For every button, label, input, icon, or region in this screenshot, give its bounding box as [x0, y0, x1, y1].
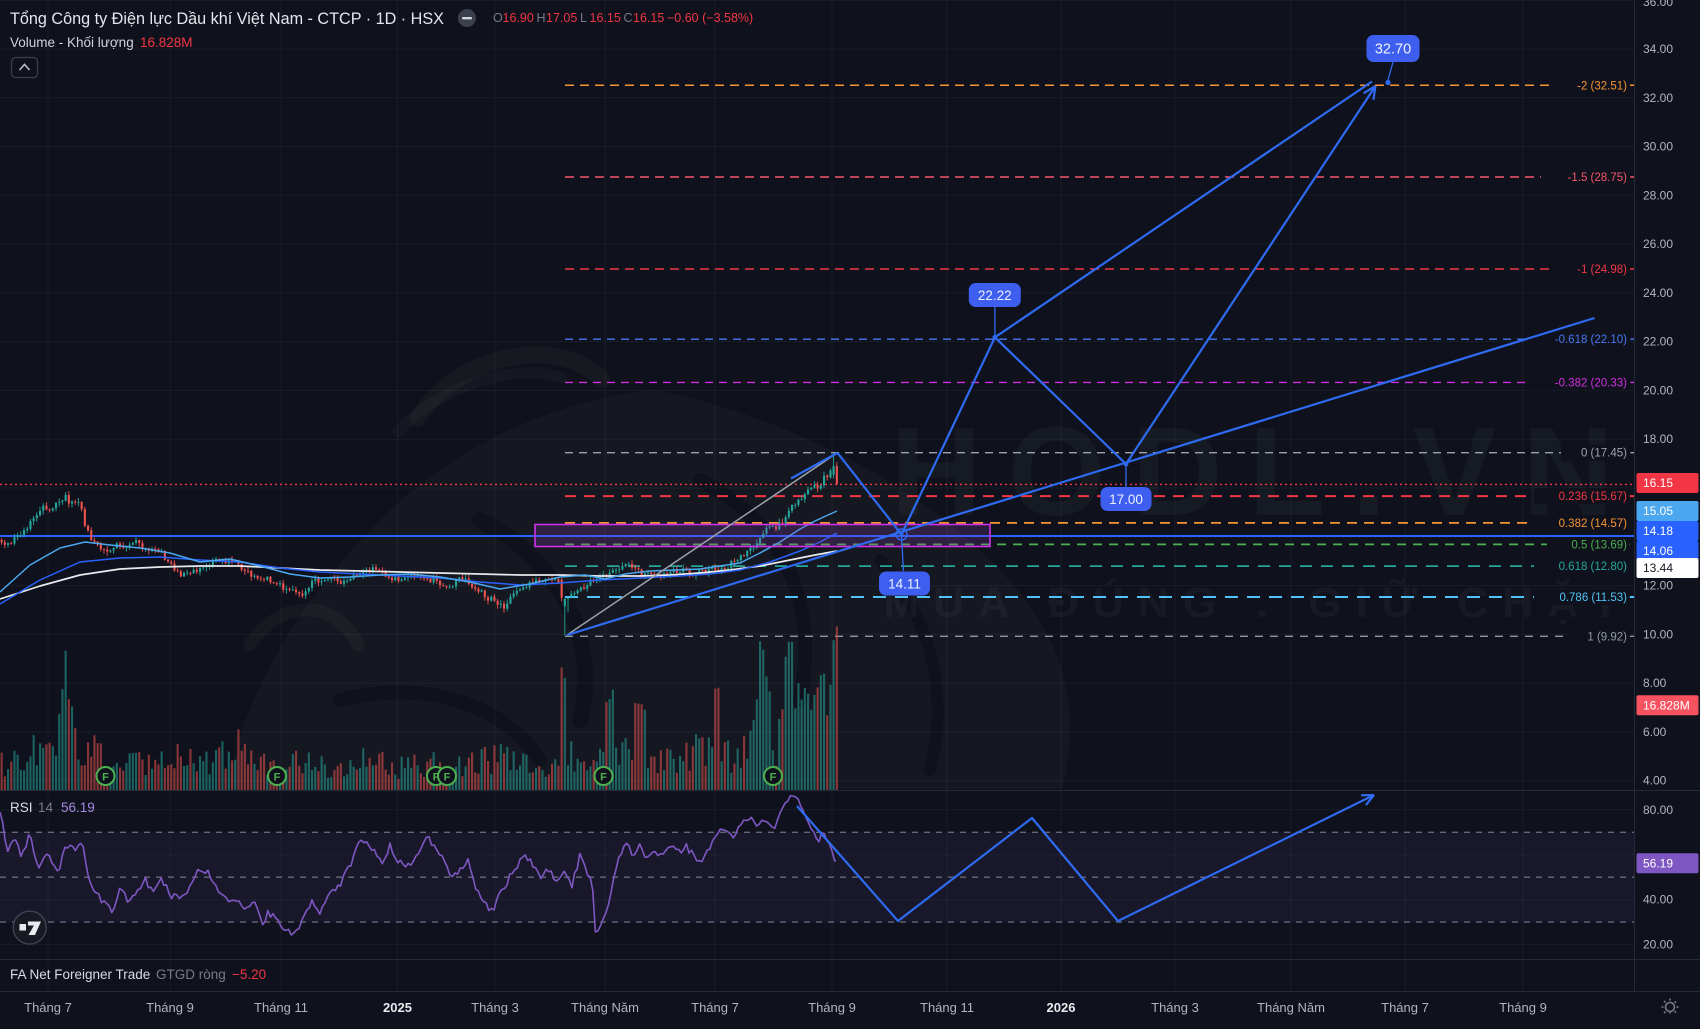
- svg-text:Tháng 3: Tháng 3: [471, 1000, 519, 1015]
- svg-text:16.15: 16.15: [1643, 476, 1673, 490]
- svg-text:40.00: 40.00: [1643, 893, 1673, 907]
- svg-text:16.15: 16.15: [590, 11, 621, 25]
- svg-text:L: L: [580, 11, 587, 25]
- svg-text:22.00: 22.00: [1643, 335, 1673, 349]
- svg-text:Tháng 11: Tháng 11: [920, 1000, 974, 1015]
- svg-text:Volume - Khối lượng: Volume - Khối lượng: [10, 35, 134, 50]
- svg-text:0.382 (14.57): 0.382 (14.57): [1559, 518, 1628, 530]
- svg-text:Tổng Công ty Điện lực Dầu khí: Tổng Công ty Điện lực Dầu khí Việt Nam -…: [10, 10, 444, 28]
- svg-text:GTGD ròng: GTGD ròng: [156, 967, 226, 982]
- svg-text:FA Net Foreigner Trade: FA Net Foreigner Trade: [10, 967, 150, 982]
- svg-text:22.22: 22.22: [978, 288, 1012, 303]
- svg-text:14.18: 14.18: [1643, 524, 1673, 538]
- svg-text:32.00: 32.00: [1643, 91, 1673, 105]
- svg-text:14: 14: [38, 800, 54, 815]
- svg-text:Tháng 11: Tháng 11: [254, 1000, 308, 1015]
- svg-text:O: O: [493, 11, 503, 25]
- svg-text:26.00: 26.00: [1643, 237, 1673, 251]
- svg-text:-1 (24.98): -1 (24.98): [1577, 264, 1627, 276]
- svg-text:Tháng 7: Tháng 7: [24, 1000, 72, 1015]
- svg-text:0.236 (15.67): 0.236 (15.67): [1559, 491, 1628, 503]
- svg-text:0.786 (11.53): 0.786 (11.53): [1559, 592, 1627, 604]
- svg-text:10.00: 10.00: [1643, 627, 1673, 641]
- svg-text:F: F: [102, 772, 109, 784]
- svg-text:56.19: 56.19: [61, 800, 95, 815]
- svg-text:MUA ĐÚNG . GIỮ CHẶT: MUA ĐÚNG . GIỮ CHẶT: [883, 578, 1632, 627]
- svg-text:-1.5 (28.75): -1.5 (28.75): [1568, 172, 1628, 184]
- svg-text:-2 (32.51): -2 (32.51): [1577, 80, 1627, 92]
- svg-text:Tháng 9: Tháng 9: [1499, 1000, 1547, 1015]
- svg-text:20.00: 20.00: [1643, 938, 1673, 952]
- svg-text:Tháng 7: Tháng 7: [691, 1000, 739, 1015]
- svg-text:Tháng 7: Tháng 7: [1381, 1000, 1429, 1015]
- svg-text:32.70: 32.70: [1375, 42, 1411, 58]
- svg-text:17.00: 17.00: [1109, 492, 1143, 507]
- svg-text:16.90: 16.90: [503, 11, 534, 25]
- svg-text:RSI: RSI: [10, 800, 33, 815]
- svg-text:Tháng 9: Tháng 9: [146, 1000, 194, 1015]
- svg-text:56.19: 56.19: [1643, 856, 1673, 870]
- svg-text:17.05: 17.05: [546, 11, 577, 25]
- svg-text:28.00: 28.00: [1643, 188, 1673, 202]
- svg-text:24.00: 24.00: [1643, 286, 1673, 300]
- svg-text:C: C: [624, 11, 633, 25]
- svg-text:12.00: 12.00: [1643, 579, 1673, 593]
- svg-text:8.00: 8.00: [1643, 676, 1667, 690]
- svg-text:13.44: 13.44: [1643, 561, 1673, 575]
- svg-text:-0.618 (22.10): -0.618 (22.10): [1555, 334, 1627, 346]
- svg-text:HODL.VN: HODL.VN: [891, 401, 1640, 542]
- svg-text:Tháng Năm: Tháng Năm: [571, 1000, 639, 1015]
- svg-text:14.06: 14.06: [1643, 544, 1673, 558]
- svg-text:15.05: 15.05: [1643, 504, 1673, 518]
- svg-text:80.00: 80.00: [1643, 803, 1673, 817]
- svg-text:18.00: 18.00: [1643, 432, 1673, 446]
- svg-text:34.00: 34.00: [1643, 42, 1673, 56]
- svg-text:−0.60 (−3.58%): −0.60 (−3.58%): [667, 11, 753, 25]
- svg-text:36.00: 36.00: [1643, 0, 1673, 9]
- svg-text:F: F: [600, 772, 607, 784]
- svg-text:Tháng 9: Tháng 9: [808, 1000, 856, 1015]
- svg-text:16.15: 16.15: [633, 11, 664, 25]
- svg-text:4.00: 4.00: [1643, 774, 1667, 788]
- svg-text:20.00: 20.00: [1643, 384, 1673, 398]
- svg-text:0.5 (13.69): 0.5 (13.69): [1571, 539, 1627, 551]
- svg-text:−5.20: −5.20: [232, 967, 266, 982]
- svg-text:30.00: 30.00: [1643, 140, 1673, 154]
- svg-text:14.11: 14.11: [888, 576, 921, 591]
- svg-text:6.00: 6.00: [1643, 725, 1667, 739]
- svg-text:Tháng 3: Tháng 3: [1151, 1000, 1199, 1015]
- svg-text:F: F: [770, 772, 777, 784]
- svg-text:16.828M: 16.828M: [140, 35, 193, 50]
- svg-text:1 (9.92): 1 (9.92): [1587, 631, 1627, 643]
- svg-text:16.828M: 16.828M: [1643, 698, 1690, 712]
- svg-text:-0.382 (20.33): -0.382 (20.33): [1555, 377, 1627, 389]
- svg-text:F: F: [444, 772, 451, 784]
- svg-text:Tháng Năm: Tháng Năm: [1257, 1000, 1325, 1015]
- svg-text:2026: 2026: [1047, 1000, 1076, 1015]
- svg-text:H: H: [537, 11, 546, 25]
- svg-text:F: F: [433, 772, 440, 784]
- svg-text:0 (17.45): 0 (17.45): [1581, 448, 1627, 460]
- svg-text:0.618 (12.80): 0.618 (12.80): [1559, 561, 1628, 573]
- svg-text:2025: 2025: [383, 1000, 412, 1015]
- svg-text:F: F: [274, 772, 281, 784]
